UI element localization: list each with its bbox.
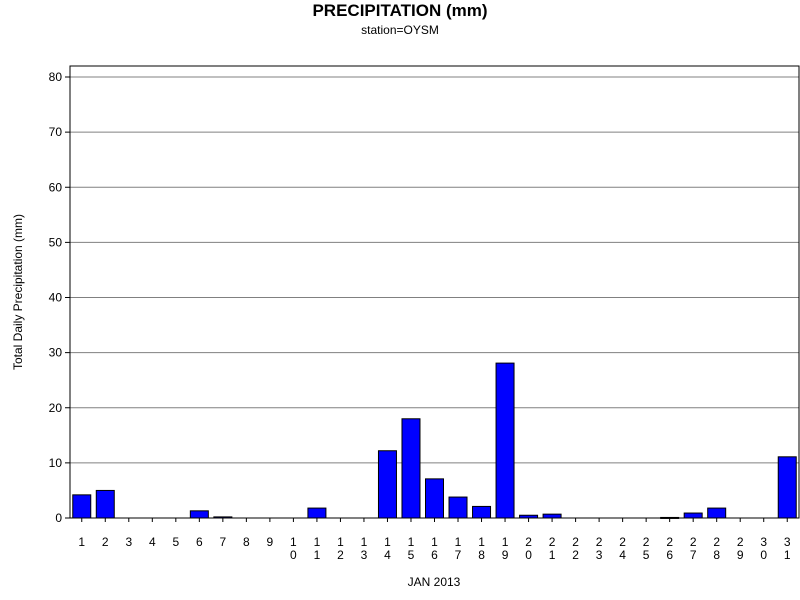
bar-day-6 — [189, 510, 209, 519]
x-tick-label: 2 — [102, 535, 109, 549]
y-tick-label: 50 — [49, 235, 63, 249]
chart-title: PRECIPITATION (mm) — [312, 1, 488, 20]
bar-day-14 — [377, 450, 397, 519]
bar-day-31 — [777, 456, 797, 519]
bar-day-16 — [425, 478, 444, 519]
y-axis-label: Total Daily Precipitation (mm) — [11, 214, 25, 370]
bar-day-27 — [683, 512, 703, 519]
y-tick-label: 80 — [49, 70, 63, 84]
bar-day-2 — [95, 489, 115, 519]
x-tick-label: 9 — [267, 535, 274, 549]
x-axis-label: JAN 2013 — [408, 575, 461, 589]
bar-day-21 — [542, 513, 562, 519]
bar-day-11 — [307, 507, 327, 519]
bar-day-19 — [495, 362, 515, 519]
plot-frame — [69, 65, 800, 519]
bar-day-17 — [448, 496, 468, 519]
x-tick-label: 5 — [172, 535, 179, 549]
bar-day-18 — [472, 505, 492, 519]
x-tick-label: 3 — [125, 535, 132, 549]
y-tick-label: 0 — [55, 511, 62, 525]
gridlines — [70, 76, 799, 464]
bars — [72, 362, 797, 519]
chart-subtitle: station=OYSM — [361, 23, 439, 37]
y-tick-label: 60 — [49, 180, 63, 194]
y-tick-label: 20 — [49, 401, 63, 415]
y-tick-label: 70 — [49, 125, 63, 139]
bar-day-1 — [72, 494, 92, 519]
x-tick-label: 6 — [196, 535, 203, 549]
bar-day-15 — [401, 418, 421, 519]
y-tick-label: 10 — [49, 456, 63, 470]
x-axis: 1 2 3 4 5 6 7 8 9 1 01 11 21 31 41 51 61 71 81 92 02 12 22 32 42… — [78, 518, 791, 562]
y-axis: 0 10 20 30 40 50 60 70 80 — [49, 70, 70, 525]
y-tick-label: 40 — [49, 291, 63, 305]
x-tick-label: 4 — [149, 535, 156, 549]
x-tick-label: 8 — [243, 535, 250, 549]
x-tick-label: 7 — [220, 535, 227, 549]
y-tick-label: 30 — [49, 346, 63, 360]
bar-day-28 — [707, 507, 727, 519]
x-tick-label: 1 — [78, 535, 85, 549]
